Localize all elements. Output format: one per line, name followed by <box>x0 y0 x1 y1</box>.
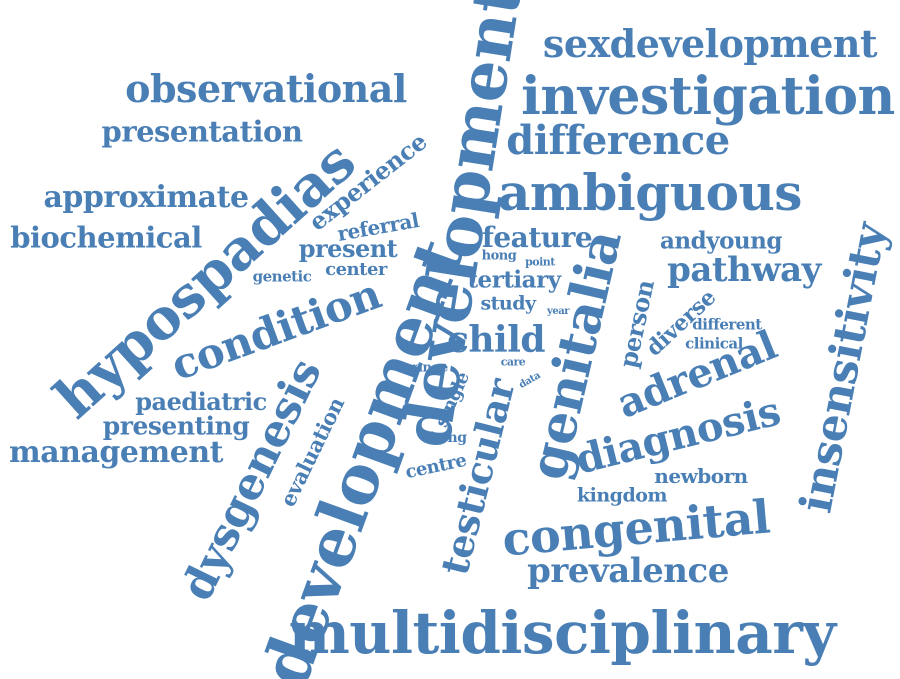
word: presentation <box>101 114 303 149</box>
word: biochemical <box>10 220 202 255</box>
word: management <box>9 435 224 470</box>
word: center <box>325 259 387 280</box>
word: sexdevelopment <box>542 21 878 66</box>
word: clinical <box>685 334 743 353</box>
word: newborn <box>654 464 748 488</box>
word: investigation <box>521 66 895 127</box>
word: approximate <box>43 180 249 215</box>
word: present <box>298 234 398 263</box>
word: multidisciplinary <box>288 599 836 667</box>
word: person <box>613 277 660 371</box>
word: care <box>500 355 526 369</box>
word: kong <box>429 430 467 446</box>
word: genetic <box>252 267 312 286</box>
word: prevalence <box>527 551 729 591</box>
word: child <box>446 319 546 361</box>
word: paediatric <box>135 387 267 416</box>
word: point <box>525 255 555 269</box>
word: year <box>547 306 569 317</box>
word: difference <box>506 117 730 164</box>
word: observational <box>125 66 407 111</box>
word: different <box>692 315 762 334</box>
word: feature <box>481 221 593 254</box>
word: kingdom <box>576 484 668 507</box>
word: ambiguous <box>498 163 802 222</box>
word: tertiary <box>467 266 561 294</box>
word: presenting <box>102 411 250 441</box>
word: andyoung <box>660 227 782 255</box>
word: hong <box>481 248 517 264</box>
word: pathway <box>667 250 821 290</box>
word: range <box>408 360 448 376</box>
word: study <box>480 292 536 315</box>
